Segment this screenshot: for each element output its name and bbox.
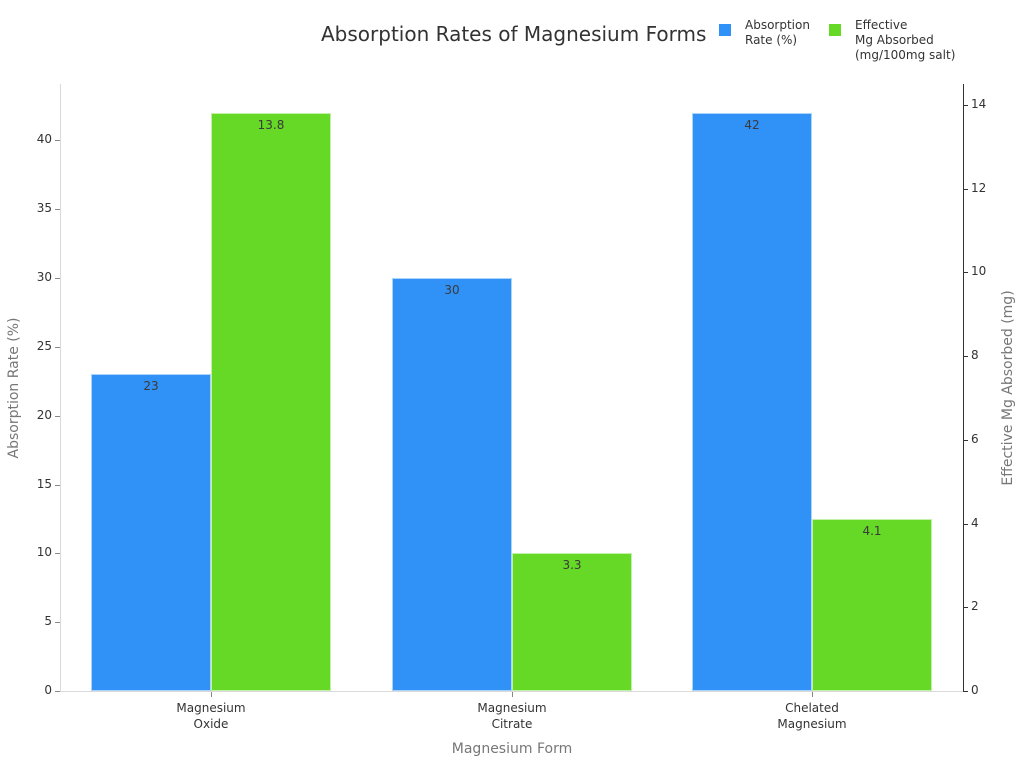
bar-effective-mg[interactable]: 13.8	[211, 113, 331, 691]
legend-item-effective-mg[interactable]: Effective Mg Absorbed (mg/100mg salt)	[829, 18, 955, 63]
y-tick-label: 40	[36, 132, 52, 147]
y2-tick-label: 12	[971, 180, 987, 195]
y-tick	[55, 209, 60, 211]
y2-axis-line	[963, 84, 964, 691]
x-tick	[211, 692, 212, 697]
bar-value-label: 3.3	[562, 557, 582, 572]
bar-value-label: 30	[444, 283, 460, 298]
y-axis-title: Absorption Rate (%)	[6, 317, 22, 459]
bar-value-label: 4.1	[862, 524, 882, 539]
y2-tick	[963, 356, 968, 358]
y2-tick-label: 6	[971, 431, 979, 446]
y2-tick-label: 4	[971, 515, 979, 530]
x-tick	[512, 692, 513, 697]
x-tick	[812, 692, 813, 697]
bar-value-label: 23	[143, 379, 159, 394]
legend-swatch-green-icon	[829, 24, 841, 36]
bar-effective-mg[interactable]: 4.1	[812, 519, 932, 691]
y-tick-label: 25	[36, 338, 52, 353]
y-tick	[55, 484, 60, 486]
y2-tick-label: 14	[971, 96, 987, 111]
y2-tick-label: 2	[971, 599, 979, 614]
y-tick	[55, 278, 60, 280]
legend-swatch-blue-icon	[719, 24, 731, 36]
y2-tick-label: 10	[971, 264, 987, 279]
bar-absorption-rate[interactable]: 42	[692, 112, 812, 691]
legend-label: Absorption Rate (%)	[745, 18, 810, 47]
bar-value-label: 13.8	[257, 118, 285, 133]
y2-tick	[963, 523, 968, 525]
x-category-label: Magnesium Oxide	[176, 701, 246, 731]
y-tick	[55, 691, 60, 692]
y-tick-label: 20	[36, 407, 52, 422]
y-tick-label: 30	[36, 270, 52, 285]
y-axis-line	[60, 84, 61, 691]
y-tick-label: 15	[36, 476, 52, 491]
y-tick-label: 10	[36, 545, 52, 560]
legend-item-absorption-rate[interactable]: Absorption Rate (%)	[719, 18, 810, 48]
x-category-label: Magnesium Citrate	[477, 701, 547, 731]
y2-tick-label: 8	[971, 348, 979, 363]
y2-tick-label: 0	[971, 683, 979, 697]
bar-effective-mg[interactable]: 3.3	[512, 552, 632, 691]
y-tick-label: 5	[44, 614, 52, 629]
y2-tick	[963, 104, 968, 106]
legend-label: Effective Mg Absorbed (mg/100mg salt)	[855, 18, 956, 62]
y-tick	[55, 346, 60, 348]
y-tick	[55, 553, 60, 555]
y2-tick	[963, 272, 968, 274]
y2-tick	[963, 439, 968, 441]
bar-absorption-rate[interactable]: 30	[392, 278, 512, 691]
y2-tick	[963, 188, 968, 190]
y2-tick	[963, 691, 968, 692]
bar-absorption-rate[interactable]: 23	[91, 374, 211, 691]
x-category-label: Chelated Magnesium	[777, 701, 847, 731]
x-axis-line	[60, 691, 963, 692]
y-tick	[55, 622, 60, 624]
y-tick-label: 0	[44, 683, 52, 697]
chart-title: Absorption Rates of Magnesium Forms	[321, 22, 707, 46]
y2-tick	[963, 607, 968, 609]
y-tick	[55, 415, 60, 417]
bar-value-label: 42	[744, 117, 760, 132]
y-tick	[55, 140, 60, 142]
y2-axis-title: Effective Mg Absorbed (mg)	[1000, 290, 1016, 486]
y-tick-label: 35	[36, 201, 52, 216]
x-axis-title: Magnesium Form	[451, 741, 573, 757]
